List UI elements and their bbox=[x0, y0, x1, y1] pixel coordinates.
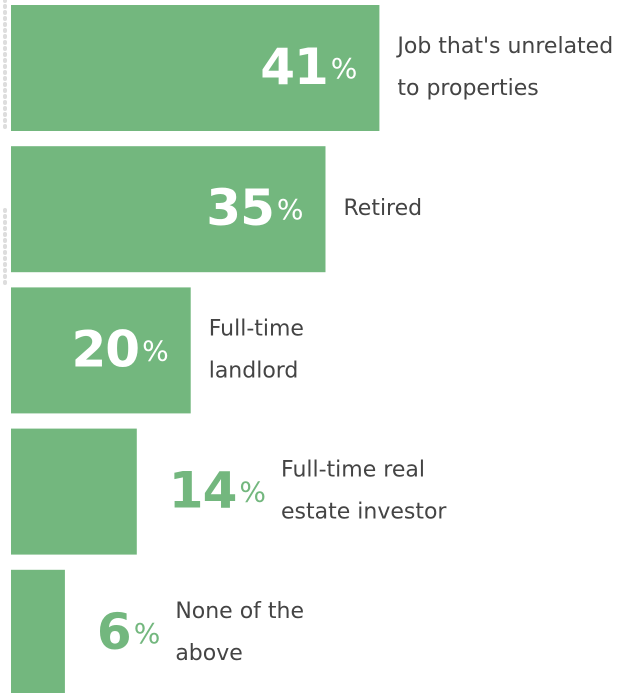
value-unit: % bbox=[331, 52, 358, 85]
value-unit: % bbox=[277, 193, 304, 226]
value-number: 41 bbox=[260, 38, 328, 96]
value-label: 14% bbox=[169, 461, 266, 519]
bar bbox=[11, 287, 191, 414]
value-label: 20% bbox=[72, 320, 169, 378]
value-unit: % bbox=[134, 617, 161, 650]
category-label: Job that's unrelated bbox=[395, 34, 613, 59]
category-label: Retired bbox=[343, 196, 422, 221]
bar bbox=[11, 146, 326, 273]
bar bbox=[11, 569, 65, 693]
value-label: 41% bbox=[260, 38, 357, 96]
bar bbox=[11, 5, 380, 131]
category-label: landlord bbox=[209, 358, 299, 383]
category-label: above bbox=[175, 641, 242, 666]
category-label: Full-time real bbox=[281, 458, 425, 483]
category-label: None of the bbox=[175, 599, 304, 624]
value-number: 6 bbox=[97, 602, 131, 660]
bar bbox=[11, 428, 137, 555]
value-label: 6% bbox=[97, 602, 160, 660]
category-label: estate investor bbox=[281, 500, 447, 525]
value-label: 35% bbox=[206, 179, 303, 237]
value-number: 35 bbox=[206, 179, 274, 237]
category-label: Full-time bbox=[209, 316, 304, 341]
value-unit: % bbox=[239, 476, 266, 509]
category-label: to properties bbox=[397, 76, 538, 101]
value-number: 20 bbox=[72, 320, 140, 378]
value-unit: % bbox=[142, 334, 169, 367]
value-number: 14 bbox=[169, 461, 237, 519]
